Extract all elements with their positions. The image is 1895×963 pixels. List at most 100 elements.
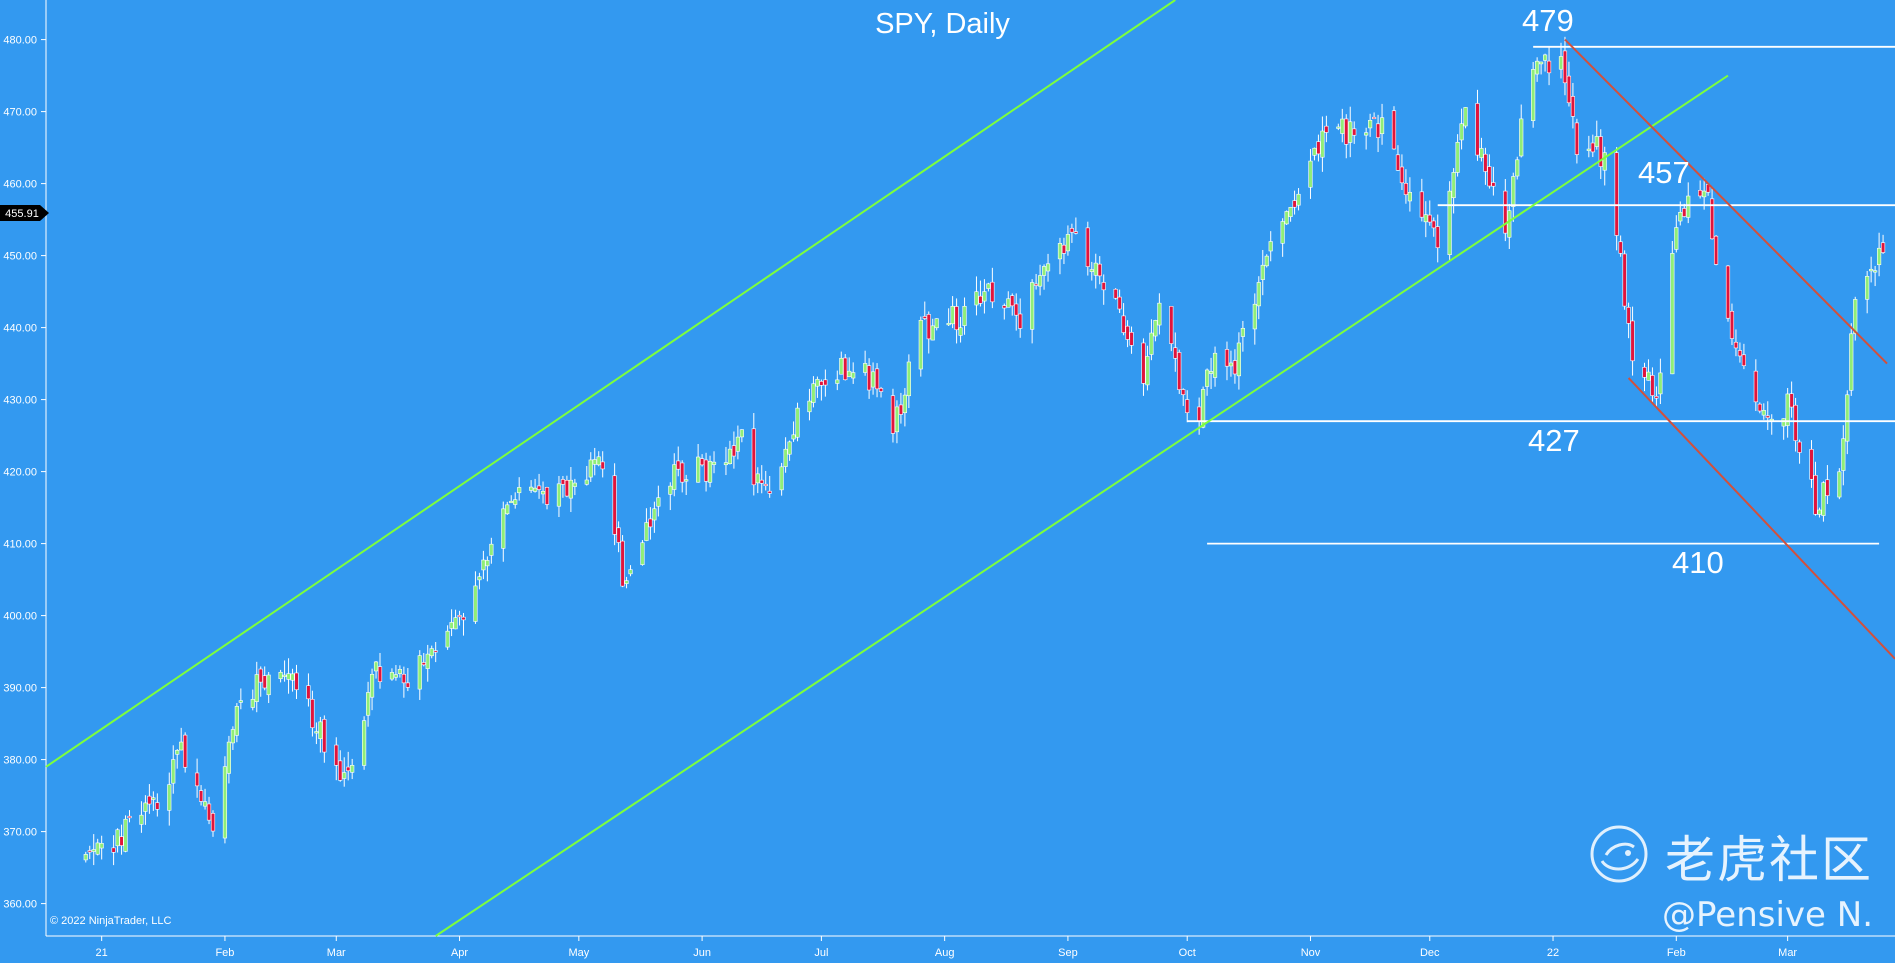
y-tick-label: 420.00 <box>3 467 37 479</box>
candle <box>314 722 319 745</box>
candle-body <box>477 576 482 581</box>
candle <box>1809 440 1814 488</box>
candle <box>974 276 979 316</box>
candle-body <box>1018 313 1023 329</box>
candle <box>226 735 232 784</box>
candle <box>1451 168 1456 214</box>
candle <box>700 454 705 467</box>
candle <box>1403 169 1408 204</box>
candle-body <box>453 617 458 630</box>
trendline-downtrend-lower <box>1627 377 1895 660</box>
candle <box>1590 134 1595 158</box>
candle-body <box>902 394 907 414</box>
candle <box>318 716 323 753</box>
candle-body <box>1224 349 1230 367</box>
candle <box>819 379 824 401</box>
candle <box>95 838 100 856</box>
candle <box>238 688 243 710</box>
candle-body <box>1177 352 1182 390</box>
candle-body <box>1252 303 1257 330</box>
candle-body <box>1352 128 1357 136</box>
y-tick-label: 410.00 <box>3 539 37 551</box>
candle-body <box>473 585 478 622</box>
candle-body <box>433 650 438 653</box>
candle-body <box>1614 152 1619 236</box>
candle <box>1570 82 1576 129</box>
candle-body <box>890 395 896 434</box>
candle-body <box>1407 192 1412 202</box>
candle-body <box>1562 50 1568 84</box>
candle <box>1574 118 1579 164</box>
candle-body <box>1292 200 1297 208</box>
candle-body <box>1208 371 1214 374</box>
candle-body <box>143 802 148 812</box>
candle <box>1145 345 1150 391</box>
candle <box>878 386 884 398</box>
candle <box>1507 203 1512 249</box>
candle-body <box>644 522 649 541</box>
candle-body <box>258 668 263 683</box>
candle-body <box>1113 288 1118 299</box>
candle <box>1594 120 1599 150</box>
candle-body <box>111 847 116 853</box>
candle-body <box>533 487 538 492</box>
candle <box>206 796 212 825</box>
candle-body <box>306 685 311 700</box>
candle <box>676 446 681 477</box>
candle-body <box>1145 356 1150 386</box>
candle <box>847 357 852 378</box>
candle <box>954 298 959 344</box>
candle-body <box>1201 389 1206 428</box>
candle <box>1785 387 1790 438</box>
candle <box>1849 323 1854 396</box>
candle-body <box>1097 263 1102 277</box>
candle-body <box>1228 362 1234 367</box>
candles <box>83 36 1886 866</box>
candle <box>1185 390 1190 423</box>
candle <box>835 370 840 391</box>
candle <box>433 641 438 663</box>
candle-body <box>1057 243 1063 260</box>
candle <box>807 388 812 421</box>
candle-body <box>513 499 518 505</box>
candle-body <box>791 434 796 440</box>
candle-body <box>958 327 963 336</box>
candle-body <box>1181 389 1186 395</box>
candle <box>791 421 796 442</box>
candle <box>1364 127 1369 150</box>
candle <box>1877 232 1882 277</box>
candle-body <box>183 734 188 768</box>
candle <box>795 402 800 442</box>
candle <box>1407 177 1412 212</box>
candle <box>1483 147 1488 185</box>
candle-body <box>1626 307 1631 324</box>
candle <box>735 425 740 460</box>
candle-body <box>600 461 605 470</box>
candle <box>1539 61 1544 75</box>
candle <box>1264 254 1269 268</box>
candle-body <box>1037 275 1043 287</box>
candle-body <box>1531 69 1536 121</box>
candle-body <box>1447 190 1452 256</box>
candle <box>262 666 267 691</box>
candle <box>596 451 601 467</box>
candle <box>278 669 283 683</box>
y-tick-label: 470.00 <box>3 107 37 119</box>
candle <box>779 462 784 496</box>
candle <box>707 455 713 488</box>
candle <box>1670 241 1675 375</box>
candle <box>99 835 104 860</box>
candle-body <box>739 429 744 438</box>
candle-body <box>1825 479 1830 496</box>
candle-body <box>485 560 490 567</box>
candle-body <box>894 406 900 433</box>
candle <box>1391 106 1397 150</box>
candle <box>155 793 160 817</box>
candle-body <box>1344 118 1349 145</box>
candle-body <box>1877 247 1882 266</box>
candle-body <box>1670 253 1675 375</box>
candle-body <box>870 371 876 388</box>
candle-body <box>421 662 426 666</box>
x-tick-label: Feb <box>215 947 234 959</box>
candle-body <box>1817 509 1822 515</box>
